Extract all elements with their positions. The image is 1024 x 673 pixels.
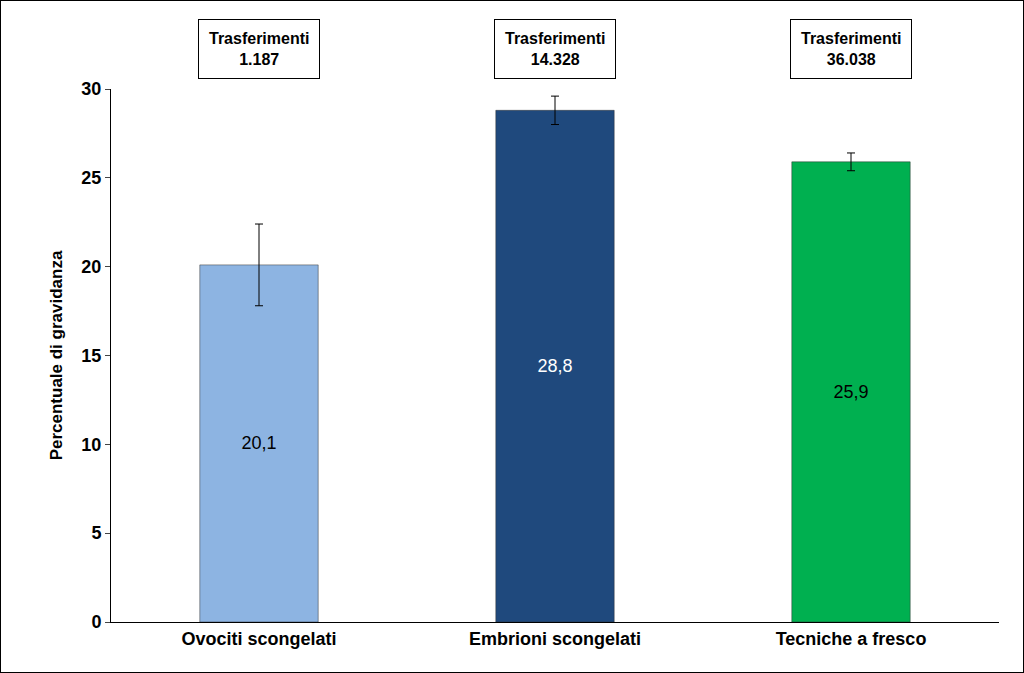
svg-text:10: 10: [81, 435, 101, 455]
svg-text:20: 20: [81, 257, 101, 277]
svg-text:20,1: 20,1: [241, 433, 276, 453]
svg-text:Trasferimenti1.187: Trasferimenti1.187: [209, 30, 309, 68]
svg-text:Tecniche a fresco: Tecniche a fresco: [776, 629, 927, 649]
svg-text:28,8: 28,8: [537, 356, 572, 376]
svg-text:Trasferimenti36.038: Trasferimenti36.038: [801, 30, 901, 68]
svg-text:15: 15: [81, 346, 101, 366]
svg-text:Trasferimenti14.328: Trasferimenti14.328: [505, 30, 605, 68]
svg-text:30: 30: [81, 79, 101, 99]
svg-text:Embrioni scongelati: Embrioni scongelati: [469, 629, 641, 649]
svg-text:5: 5: [91, 523, 101, 543]
svg-text:Percentuale di gravidanza: Percentuale di gravidanza: [47, 250, 66, 460]
svg-text:25,9: 25,9: [833, 382, 868, 402]
svg-text:25: 25: [81, 168, 101, 188]
svg-text:Ovociti scongelati: Ovociti scongelati: [181, 629, 336, 649]
svg-text:0: 0: [91, 612, 101, 632]
